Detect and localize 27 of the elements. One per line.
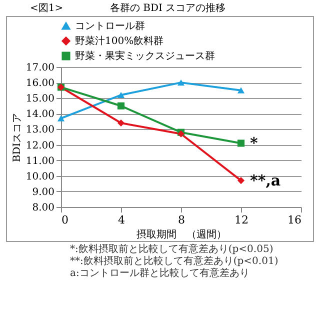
y-tick-label: 9.00: [32, 186, 54, 198]
y-tick-label: 15.00: [26, 94, 54, 105]
y-tick-label: 12.00: [26, 140, 54, 152]
text: *:飲料摂取前と比較して有意差あり(p<0.05): [70, 244, 274, 256]
y-tick-label: 11.00: [26, 156, 54, 167]
annotation: **,a: [250, 172, 281, 190]
text: **:飲料摂取前と比較して有意差あり(p<0.01): [70, 256, 280, 268]
x-tick-label: 8: [178, 214, 185, 226]
y-tick-label: 8.00: [32, 202, 54, 214]
x-tick-label: 12: [234, 214, 248, 226]
x-tick-label: 4: [118, 214, 125, 226]
y-tick-label: 14.00: [26, 109, 54, 120]
y-tick-label: 16.00: [26, 78, 54, 90]
text: <図1>: [30, 2, 64, 16]
x-tick-label: 0: [62, 214, 68, 226]
y-tick-label: 10.00: [26, 171, 54, 182]
legend-label: 野菜汁100%飲料群: [75, 35, 164, 47]
x-axis-title: 摂取期間 （週間）: [136, 228, 226, 240]
y-axis-title: BDIスコア: [12, 112, 23, 162]
y-tick-label: 13.00: [26, 124, 54, 136]
text: a:コントロール群と比較して有意差あり: [70, 268, 250, 280]
legend-label: コントロール群: [75, 20, 145, 32]
y-tick-label: 17.00: [26, 62, 54, 74]
legend-label: 野菜・果実ミックスジュース群: [75, 50, 215, 62]
annotation: *: [250, 134, 258, 152]
x-tick-label: 16: [288, 214, 302, 226]
chart-title: 各群の BDI スコアの推移: [110, 2, 226, 16]
